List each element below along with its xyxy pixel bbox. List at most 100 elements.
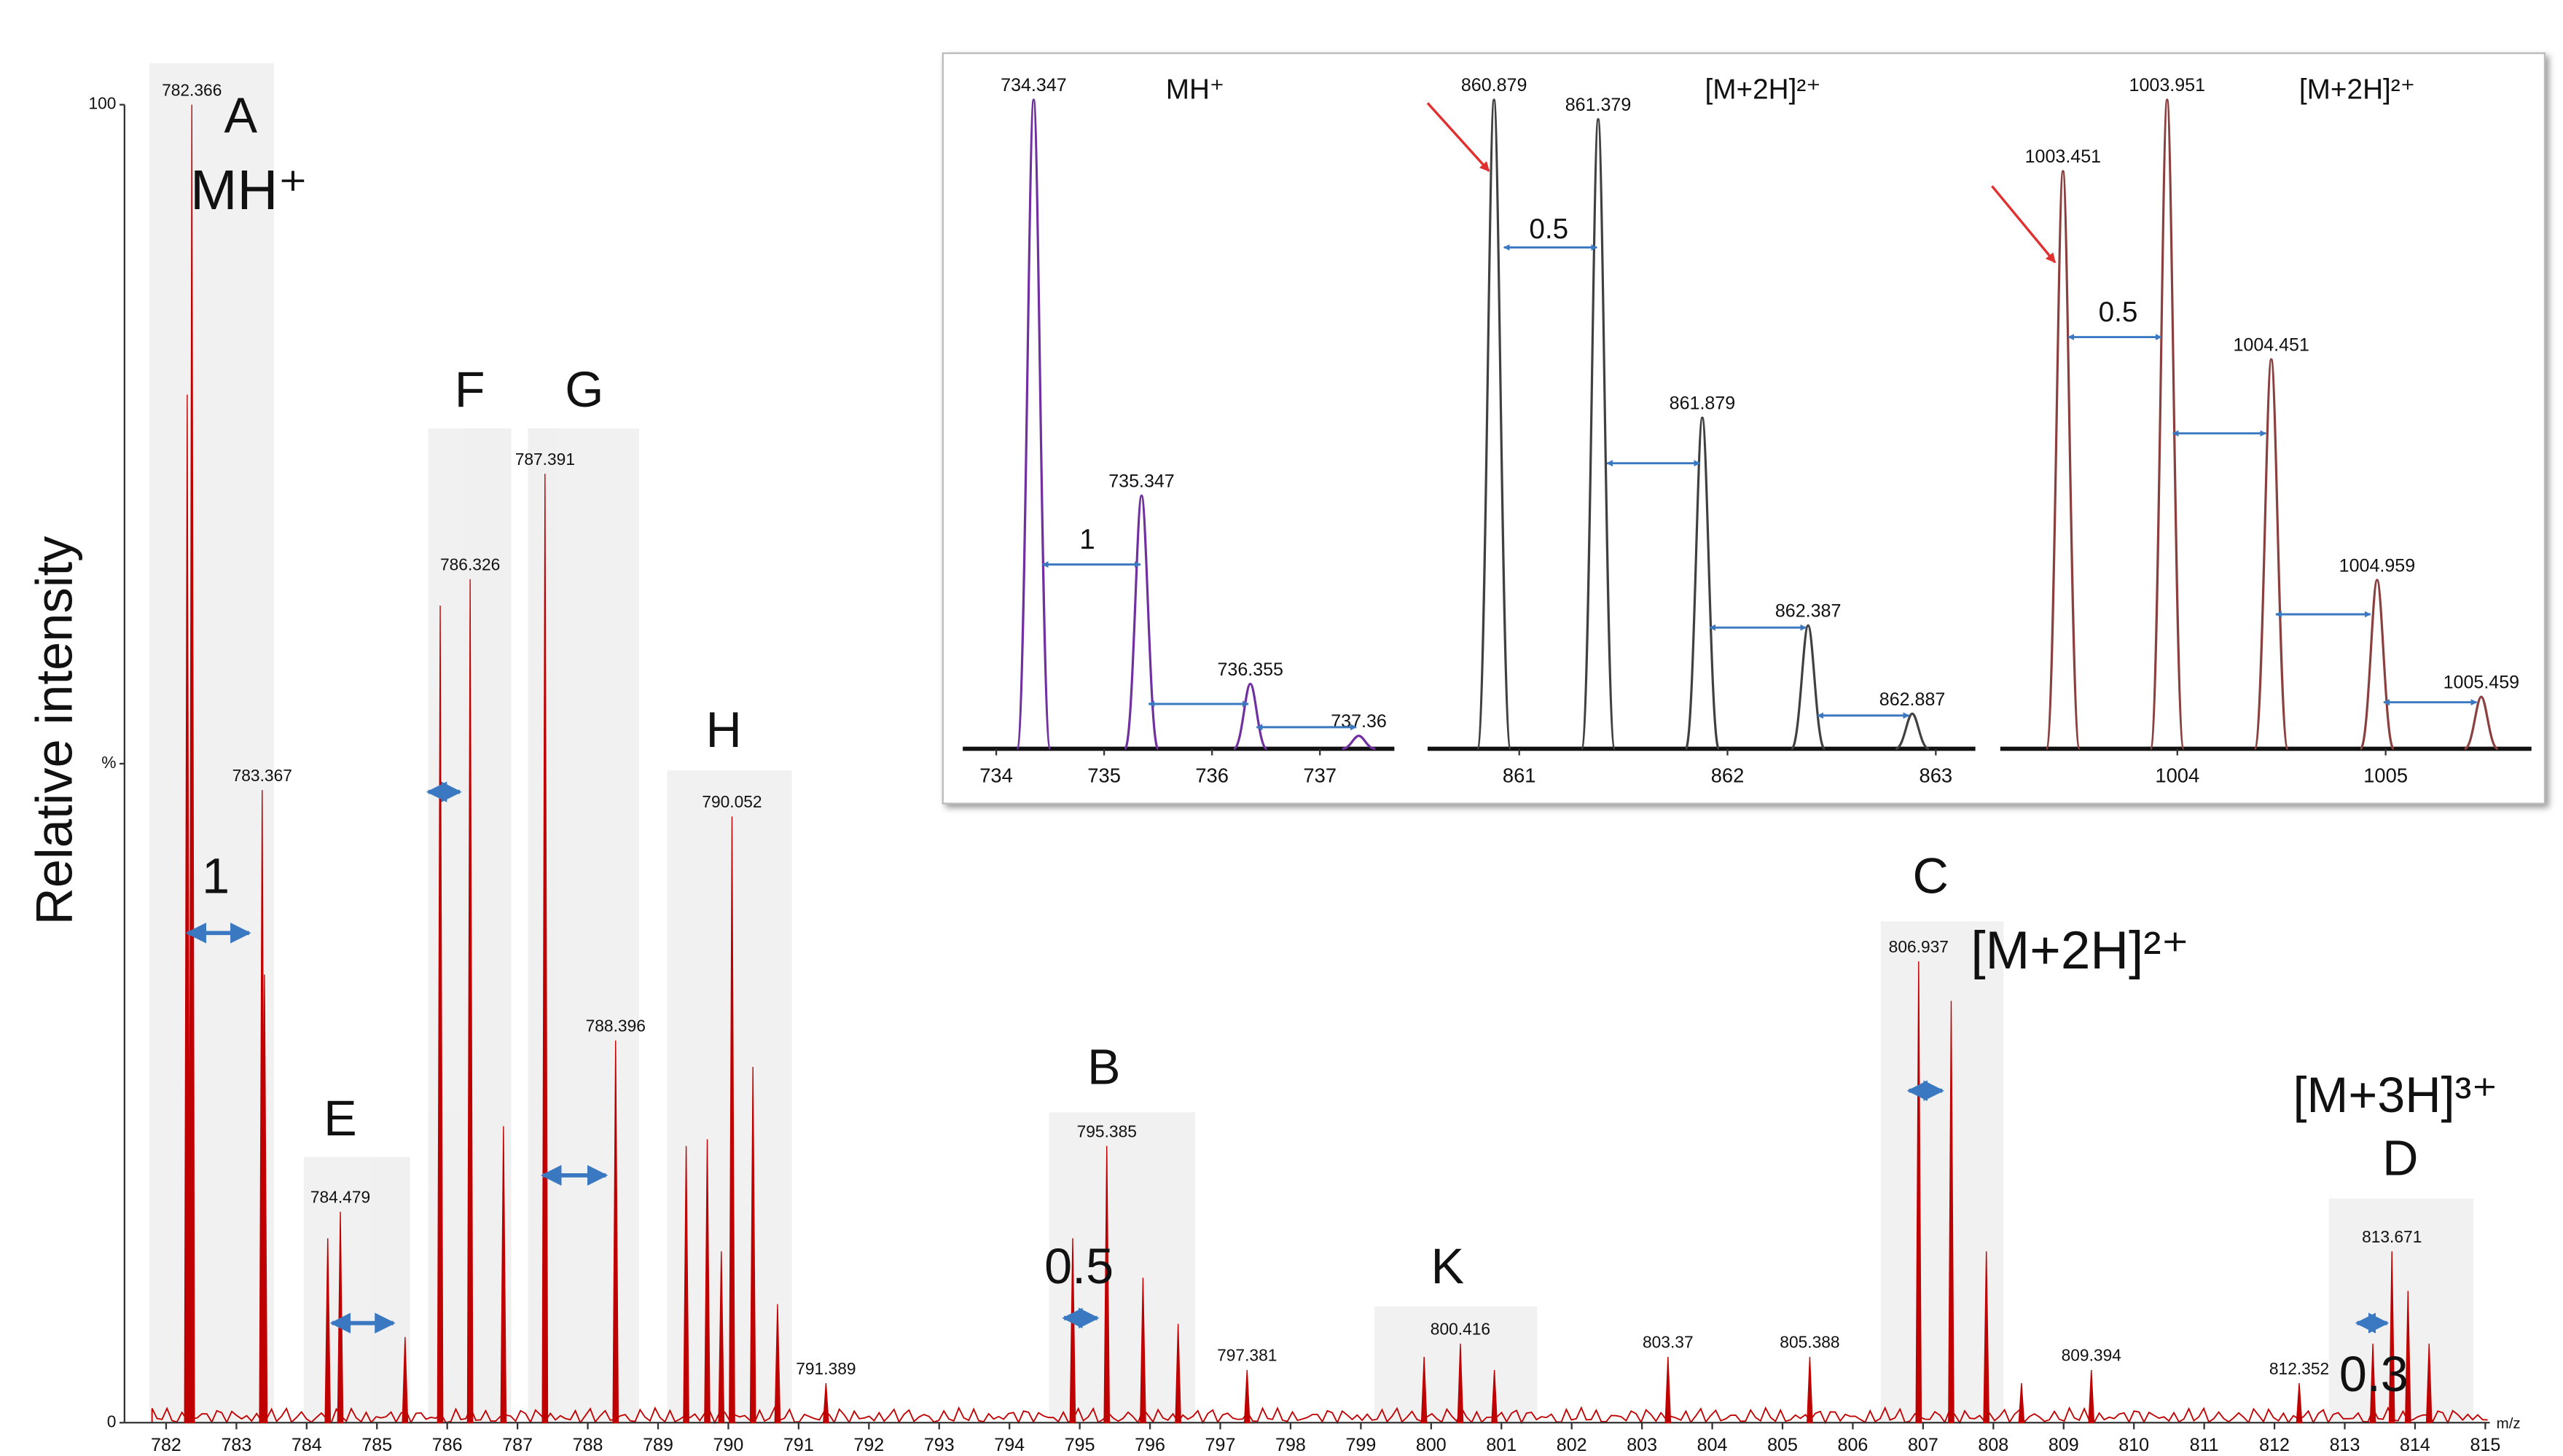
x-tick-label: 1004 [2155, 764, 2199, 786]
x-tick-label: 804 [1697, 1435, 1728, 1455]
peak-label: 812.352 [2269, 1359, 2329, 1378]
peak [2388, 1251, 2395, 1423]
x-tick-label: 806 [1838, 1435, 1869, 1455]
x-tick-label: 814 [2400, 1435, 2430, 1455]
peak-label: 797.381 [1217, 1346, 1277, 1365]
peak [612, 1040, 619, 1423]
x-tick-label: 792 [853, 1435, 884, 1455]
peak [729, 816, 735, 1423]
x-tick-label: 796 [1135, 1435, 1165, 1455]
x-tick-label: 808 [1978, 1435, 2008, 1455]
peak [1476, 98, 1512, 751]
peak-label: 782.366 [162, 80, 222, 99]
peak [2369, 1343, 2376, 1423]
x-tick-label: 737 [1303, 764, 1337, 786]
x-tick-label: 813 [2330, 1435, 2360, 1455]
x-tick-label: 799 [1345, 1435, 1376, 1455]
annotation: 0.3 [2339, 1347, 2409, 1402]
peak-label: 809.394 [2062, 1346, 2121, 1365]
x-tick-label: 803 [1627, 1435, 1657, 1455]
peak [1457, 1343, 1464, 1423]
x-tick-label: 783 [221, 1435, 251, 1455]
peak [1664, 1356, 1672, 1423]
peak-label: 1005.459 [2443, 673, 2519, 693]
annotation: H [705, 702, 741, 758]
inset-title: [M+2H]²⁺ [1705, 74, 1820, 106]
peak [1491, 1369, 1498, 1423]
red-arrow [1991, 185, 2057, 264]
x-tick-label: 800 [1416, 1435, 1447, 1455]
annotation: [M+2H]²⁺ [1971, 921, 2189, 980]
x-tick-label: 1005 [2363, 764, 2408, 786]
peak [466, 579, 474, 1423]
annotation: B [1087, 1039, 1121, 1095]
peak-label: 806.937 [1889, 937, 1949, 956]
peak [2464, 695, 2499, 751]
peak-label: 737.36 [1331, 711, 1387, 732]
peak-label: 795.385 [1077, 1122, 1137, 1140]
peak-label: 736.355 [1217, 659, 1283, 680]
peak [1684, 416, 1721, 751]
peak-label: 813.671 [2362, 1227, 2422, 1246]
x-tick-label: 786 [432, 1435, 463, 1455]
inset-red-arrows [1426, 102, 2057, 264]
x-tick-label: 788 [573, 1435, 603, 1455]
peak [718, 1251, 725, 1423]
peak-label: 803.37 [1643, 1333, 1694, 1352]
peak [1342, 735, 1376, 751]
peak [2253, 358, 2290, 751]
spectrum-plot: 734 735 736 737 734.347 735.347 736.355 737.36 M… [963, 74, 1395, 786]
x-tick-label: 736 [1195, 764, 1229, 786]
peak [1124, 494, 1159, 751]
x-axis-label: m/z [2497, 1415, 2521, 1432]
peak [1580, 117, 1616, 751]
peak [184, 394, 191, 1423]
annotation: C [1912, 848, 1948, 904]
x-tick-label: 797 [1205, 1435, 1236, 1455]
peak-label: 1003.451 [2025, 146, 2101, 167]
peak [1807, 1356, 1813, 1423]
x-tick-label: 789 [643, 1435, 673, 1455]
red-arrow [1426, 102, 1490, 172]
baseline-noise [151, 1406, 2488, 1425]
peak [261, 974, 268, 1423]
annotation: F [455, 362, 485, 418]
annotation: 1 [202, 848, 230, 904]
x-tick-label: 784 [291, 1435, 322, 1455]
annotation: K [1431, 1239, 1464, 1294]
region-d [2328, 1198, 2473, 1423]
peak-label: 860.879 [1461, 75, 1527, 95]
x-tick-label: 734 [979, 764, 1013, 786]
inset-title: [M+2H]²⁺ [2299, 74, 2415, 106]
x-tick-label: 785 [361, 1435, 392, 1455]
peak [2425, 1343, 2433, 1423]
x-tick-label: 798 [1275, 1435, 1306, 1455]
peak [2359, 579, 2395, 751]
peak [2045, 170, 2081, 751]
peak-label: 862.887 [1879, 689, 1946, 710]
x-tick-label: 793 [924, 1435, 955, 1455]
x-tick-label: 809 [2049, 1435, 2079, 1455]
annotation: MH⁺ [190, 159, 308, 222]
peak [402, 1336, 409, 1423]
peak [2296, 1382, 2303, 1423]
inset-title: MH⁺ [1166, 74, 1225, 106]
annotation: 0.5 [1044, 1239, 1114, 1294]
region-c [1880, 921, 2004, 1423]
x-tick-label: 807 [1908, 1435, 1938, 1455]
peak-label: 1004.451 [2233, 334, 2309, 355]
x-tick-label: 802 [1557, 1435, 1587, 1455]
peak-label: 735.347 [1108, 471, 1175, 492]
x-tick-label: 805 [1767, 1435, 1798, 1455]
peak [683, 1146, 689, 1423]
x-tick-label: 782 [151, 1435, 181, 1455]
peak-label: 784.479 [310, 1188, 370, 1207]
spectrum-plot: 1004 1005 1003.451 1003.951 1004.451 1004.959… [2000, 74, 2532, 786]
x-tick-label: 795 [1065, 1435, 1095, 1455]
peak-label: 734.347 [1001, 75, 1067, 95]
peak [2088, 1369, 2095, 1423]
region-e [303, 1156, 410, 1423]
peak-label: 787.391 [515, 450, 575, 469]
